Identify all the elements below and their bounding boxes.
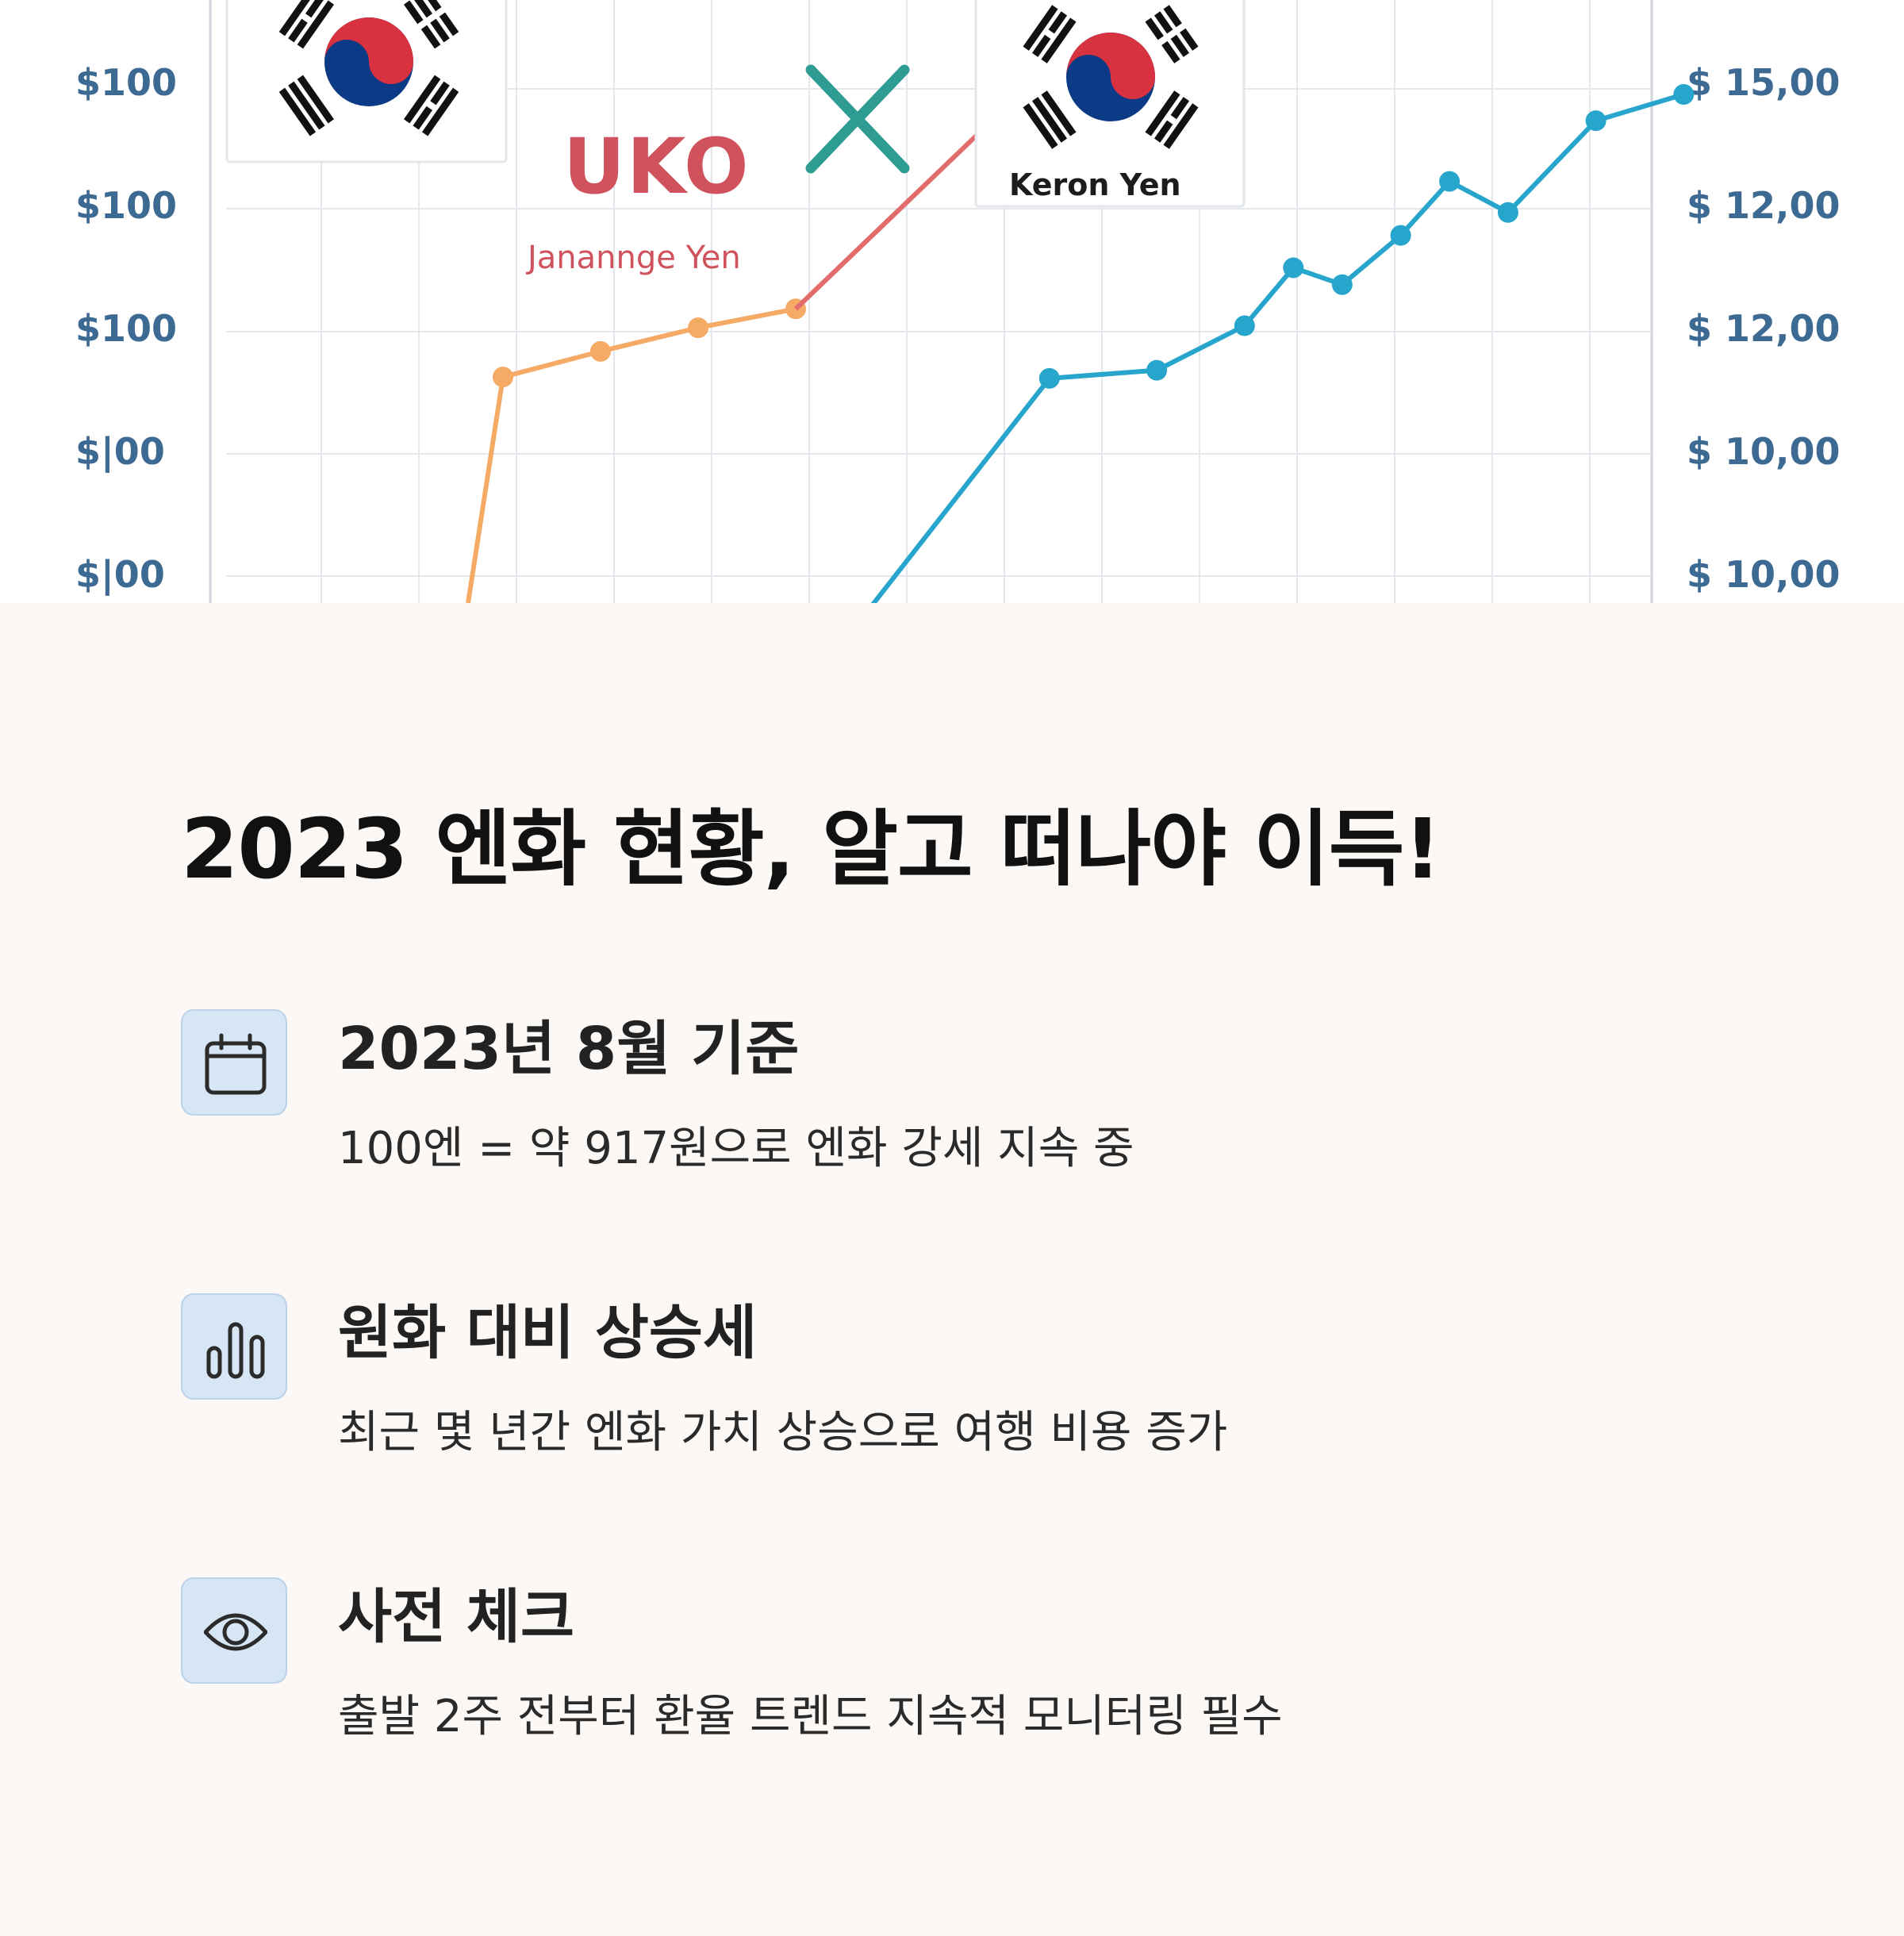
- data-point: [1331, 274, 1353, 295]
- y-tick-label-left: $100: [75, 307, 177, 350]
- series-line: [502, 306, 797, 380]
- page-title: 2023 엔화 현황, 알고 떠나야 이득!: [181, 801, 1441, 897]
- korea-flag-icon: [278, 0, 459, 136]
- exchange-chart: $100 $100 $100 $|00 $|00 $ 15,00 $ 12,00 $ 12,…: [75, 0, 1841, 603]
- series-line: [466, 376, 505, 603]
- flag-label: Keron Yen: [1009, 167, 1181, 202]
- data-point: [1497, 202, 1518, 223]
- data-point: [1283, 257, 1304, 278]
- bar-chart-icon: [206, 1322, 265, 1379]
- content-section: 2023 엔화 현황, 알고 떠나야 이득! 2023년 8월 기준 100엔 …: [0, 603, 1904, 1936]
- data-point: [1390, 225, 1411, 246]
- icon-box: [181, 1009, 287, 1116]
- item-title: 원화 대비 상승세: [338, 1299, 758, 1367]
- y-tick-label-right: $ 10,00: [1687, 430, 1841, 473]
- data-point: [1585, 110, 1606, 132]
- cross-mark-icon: [805, 64, 910, 174]
- y-tick-label-left: $100: [75, 61, 177, 104]
- y-tick-label-right: $ 10,00: [1687, 553, 1841, 596]
- info-item-date: 2023년 8월 기준 100엔 = 약 917원으로 엔화 강세 지속 중: [181, 1009, 1752, 1200]
- eye-icon: [204, 1613, 267, 1651]
- data-point: [1673, 84, 1695, 105]
- data-point: [688, 317, 708, 339]
- item-description: 최근 몇 년간 엔화 가치 상승으로 여행 비용 증가: [338, 1407, 1228, 1458]
- data-point: [590, 340, 611, 362]
- series-line: [870, 377, 1052, 603]
- info-item-trend: 원화 대비 상승세 최근 몇 년간 엔화 가치 상승으로 여행 비용 증가: [181, 1293, 1752, 1484]
- y-tick-label-left: $|00: [75, 553, 165, 597]
- brand-text: UKO: [563, 122, 750, 211]
- item-description: 출발 2주 전부터 환율 트렌드 지속적 모니터링 필수: [338, 1691, 1283, 1742]
- series-line: [1049, 92, 1685, 381]
- flag-card-right: Keron Yen: [974, 0, 1246, 208]
- item-title: 사전 체크: [338, 1583, 575, 1651]
- left-tick-labels: $100 $100 $100 $|00 $|00: [75, 61, 177, 597]
- hero-chart-image: $100 $100 $100 $|00 $|00 $ 15,00 $ 12,00 $ 12,…: [0, 0, 1904, 603]
- y-tick-label-right: $ 12,00: [1687, 184, 1841, 227]
- chart-grid: [226, 0, 1652, 603]
- flag-card-left: [225, 0, 508, 163]
- icon-box: [181, 1293, 287, 1400]
- y-tick-label-left: $100: [75, 184, 177, 227]
- y-tick-label-right: $ 15,00: [1687, 61, 1841, 104]
- icon-box: [181, 1577, 287, 1684]
- calendar-icon: [205, 1033, 267, 1095]
- data-point: [1234, 315, 1255, 336]
- right-tick-labels: $ 15,00 $ 12,00 $ 12,00 $ 10,00 $ 10,00: [1687, 61, 1841, 596]
- item-title: 2023년 8월 기준: [338, 1015, 800, 1083]
- y-tick-label-right: $ 12,00: [1687, 307, 1841, 350]
- data-point: [1146, 359, 1168, 381]
- y-tick-label-left: $|00: [75, 430, 165, 474]
- info-item-check: 사전 체크 출발 2주 전부터 환율 트렌드 지속적 모니터링 필수: [181, 1577, 1752, 1768]
- korea-flag-icon: [1023, 5, 1199, 149]
- brand-subtitle: Janannge Yen: [525, 240, 741, 276]
- item-description: 100엔 = 약 917원으로 엔화 강세 지속 중: [338, 1123, 1134, 1174]
- data-point: [1439, 171, 1461, 192]
